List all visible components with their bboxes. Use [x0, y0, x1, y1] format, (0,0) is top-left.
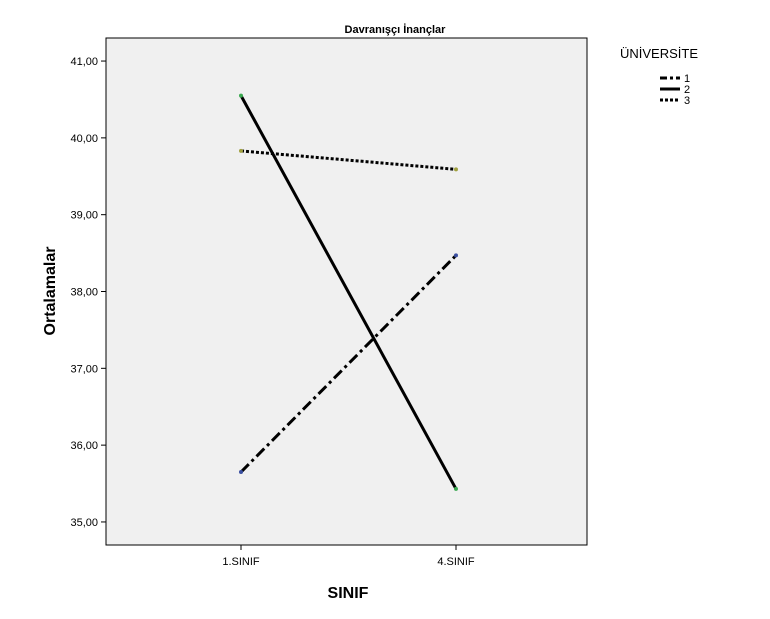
- data-point-series-1: [239, 470, 243, 475]
- y-tick-label: 38,00: [70, 287, 98, 299]
- x-tick-label: 1.SINIF: [222, 556, 260, 568]
- series-markers: [239, 93, 458, 491]
- data-point-series-3: [454, 167, 458, 172]
- series-line-2: [239, 94, 458, 490]
- data-point-series-2: [239, 93, 243, 98]
- y-axis: 35,00 36,00 37,00 38,00 39,00 40,00 41,00: [70, 56, 106, 529]
- chart-title: Davranışçı İnançlar: [345, 23, 447, 36]
- series-line-1: [239, 254, 458, 474]
- y-tick-label: 36,00: [70, 440, 98, 452]
- x-axis: 1.SINIF 4.SINIF: [222, 545, 475, 568]
- x-axis-label: SINIF: [328, 585, 369, 602]
- y-tick-label: 39,00: [70, 210, 98, 222]
- y-axis-label: Ortalamalar: [42, 247, 59, 336]
- x-tick-label: 4.SINIF: [437, 556, 475, 568]
- legend-label-2: 2: [684, 84, 690, 96]
- data-point-series-3: [239, 148, 243, 153]
- y-tick-label: 40,00: [70, 133, 98, 145]
- y-tick-label: 41,00: [70, 56, 98, 68]
- series-line-3: [240, 149, 457, 171]
- data-point-series-2: [454, 486, 458, 491]
- legend-label-3: 3: [684, 95, 690, 107]
- legend: ÜNİVERSİTE 123: [620, 46, 698, 107]
- data-point-series-1: [454, 253, 458, 258]
- legend-label-1: 1: [684, 73, 690, 85]
- legend-items: 123: [660, 73, 690, 107]
- series-lines: [239, 94, 458, 490]
- y-tick-label: 35,00: [70, 517, 98, 529]
- y-tick-label: 37,00: [70, 363, 98, 375]
- legend-title: ÜNİVERSİTE: [620, 46, 698, 61]
